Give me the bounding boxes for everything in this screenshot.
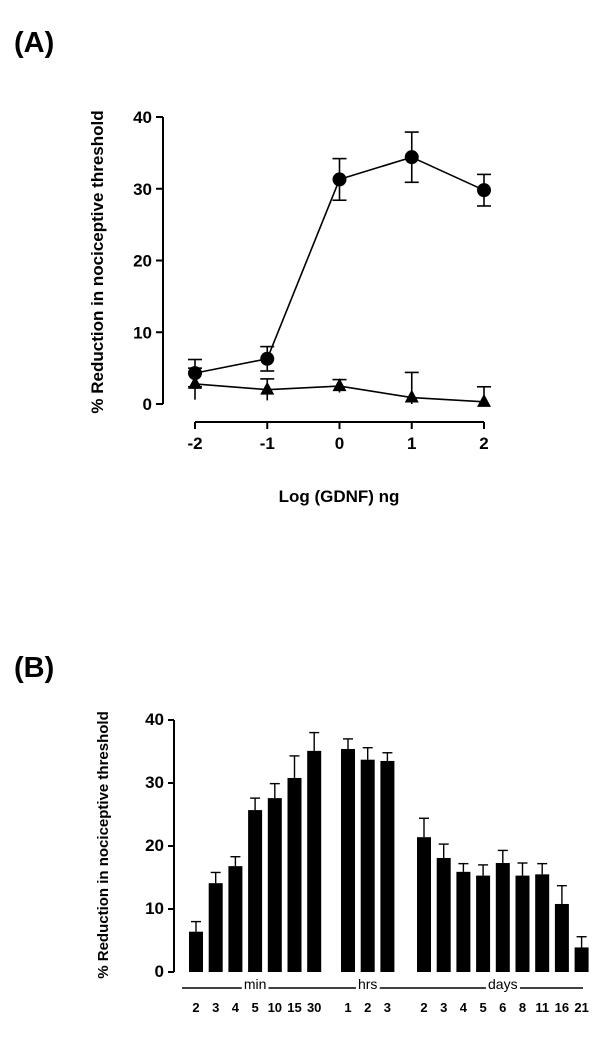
panel-a-x-tick-label: 1 <box>407 434 416 453</box>
panel-b-x-tick-label: 3 <box>384 1000 391 1015</box>
panel-b-x-tick-label: 5 <box>479 1000 486 1015</box>
panel-a-x-tick-label: -1 <box>260 434 275 453</box>
panel-a-y-tick-label: 40 <box>133 108 152 127</box>
panel-b-chart: % Reduction in nociceptive threshold 0 10… <box>95 710 589 1015</box>
panel-b-x-tick-label: 4 <box>460 1000 468 1015</box>
panel-b-label: (B) <box>14 652 54 684</box>
panel-b-bar <box>495 863 510 972</box>
panel-b-bar <box>189 931 203 972</box>
panel-b-x-tick-label: 21 <box>574 1000 588 1015</box>
panel-b-x-tick-label: 6 <box>499 1000 506 1015</box>
panel-b-x-tick-label: 15 <box>287 1000 301 1015</box>
panel-a-chart: % Reduction in nociceptive threshold Log… <box>88 108 491 506</box>
panel-a-triangle-point <box>332 378 347 392</box>
panel-a-x-axis-title: Log (GDNF) ng <box>279 487 400 506</box>
panel-a-y-tick-label: 30 <box>133 180 152 199</box>
panel-b-x-tick-label: 2 <box>420 1000 427 1015</box>
panel-b-x-tick-label: 30 <box>307 1000 321 1015</box>
panel-b-y-tick-label: 40 <box>145 710 164 729</box>
panel-a-y-tick-label: 10 <box>133 323 152 342</box>
panel-b-bar <box>228 866 243 972</box>
panel-a-circle-point <box>260 351 275 366</box>
panel-b-x-tick-label: 16 <box>555 1000 569 1015</box>
panel-b-bar <box>476 875 491 972</box>
panel-a-y-tick-label: 0 <box>143 395 152 414</box>
panel-a-y-axis-title: % Reduction in nociceptive threshold <box>88 110 107 413</box>
panel-b-y-tick-label: 20 <box>145 836 164 855</box>
panel-a-triangle-point <box>404 389 419 403</box>
panel-b-x-tick-label: 3 <box>212 1000 219 1015</box>
panel-a-y-tick-label: 20 <box>133 252 152 271</box>
panel-b-bar <box>341 748 355 972</box>
panel-b-bar <box>380 760 395 972</box>
panel-b-bar <box>535 874 550 972</box>
panel-b-x-tick-label: 2 <box>192 1000 199 1015</box>
panel-b-x-tick-label: 3 <box>440 1000 447 1015</box>
panel-b-bar <box>554 903 569 972</box>
panel-b-y-tick-label: 10 <box>145 899 164 918</box>
panel-b-x-tick-label: 11 <box>535 1000 549 1015</box>
panel-b-bar <box>574 947 589 972</box>
panel-a-x-tick-label: 0 <box>335 434 344 453</box>
panel-b-bar <box>515 875 530 972</box>
panel-a-label: (A) <box>14 27 54 59</box>
panel-a-circle-point <box>477 183 491 198</box>
panel-b-bar <box>248 810 263 972</box>
panel-b-bar <box>456 871 471 972</box>
panel-b-y-tick-label: 0 <box>155 962 164 981</box>
panel-b-x-tick-label: 1 <box>344 1000 351 1015</box>
panel-b-bar <box>267 798 282 972</box>
panel-a-triangle-point <box>260 381 275 395</box>
panel-b-bar <box>417 837 431 972</box>
panel-a-triangle-point <box>188 375 202 389</box>
panel-b-x-tick-label: 5 <box>251 1000 258 1015</box>
panel-b-group-label: hrs <box>358 976 377 992</box>
panel-b-bar <box>208 883 223 972</box>
panel-a-x-tick-label: -2 <box>187 434 202 453</box>
panel-b-group-label: min <box>244 976 267 992</box>
panel-b-group-label: days <box>488 976 518 992</box>
panel-b-x-tick-label: 10 <box>268 1000 282 1015</box>
panel-b-y-tick-label: 30 <box>145 773 164 792</box>
panel-b-bar <box>360 759 375 972</box>
panel-a-triangle-point <box>477 393 491 407</box>
panel-b-bar <box>287 777 302 972</box>
panel-b-bar <box>307 750 322 972</box>
panel-a-x-tick-label: 2 <box>479 434 488 453</box>
panel-b-x-tick-label: 4 <box>232 1000 240 1015</box>
panel-a-circle-point <box>404 150 419 165</box>
panel-b-bar <box>436 857 451 972</box>
panel-b-y-axis-title: % Reduction in nociceptive threshold <box>95 711 112 979</box>
panel-b-x-tick-label: 2 <box>364 1000 371 1015</box>
panel-b-x-tick-label: 8 <box>519 1000 526 1015</box>
panel-a-circle-point <box>332 172 347 187</box>
